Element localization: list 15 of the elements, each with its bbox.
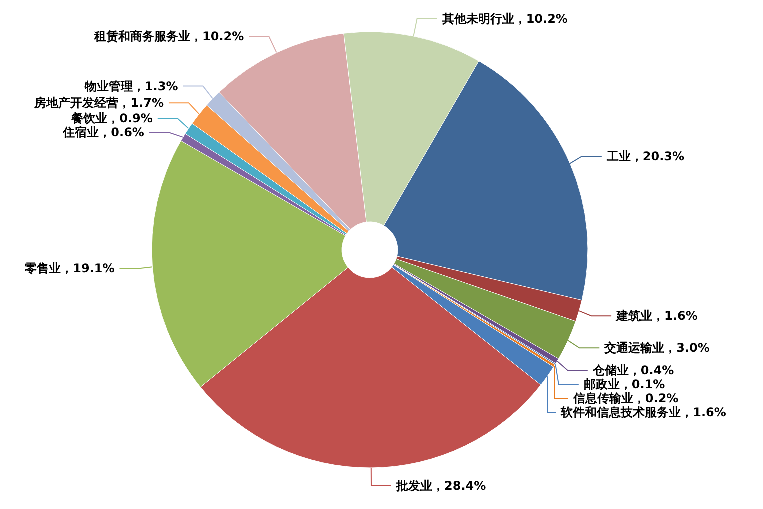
slice-label: 软件和信息技术服务业，1.6% [560,406,726,420]
slice-label: 邮政业，0.1% [584,378,666,392]
slice-label: 建筑业，1.6% [616,309,698,324]
slice-label: 住宿业，0.6% [62,126,144,140]
slice-label: 物业管理，1.3% [84,79,178,94]
slice-label: 工业，20.3% [606,150,685,164]
slice-label: 其他未明行业，10.2% [441,12,568,26]
slice-label: 交通运输业，3.0% [604,341,710,356]
slice-label: 租赁和商务服务业，10.2% [94,30,244,44]
slice-label: 餐饮业，0.9% [70,112,153,126]
slice-label: 信息传输业，0.2% [572,392,679,406]
slice-label: 批发业，28.4% [395,478,486,493]
slice-label: 零售业，19.1% [24,262,115,276]
slice-label: 仓储业，0.4% [592,364,674,378]
slice-label: 房地产开发经营，1.7% [34,96,164,110]
